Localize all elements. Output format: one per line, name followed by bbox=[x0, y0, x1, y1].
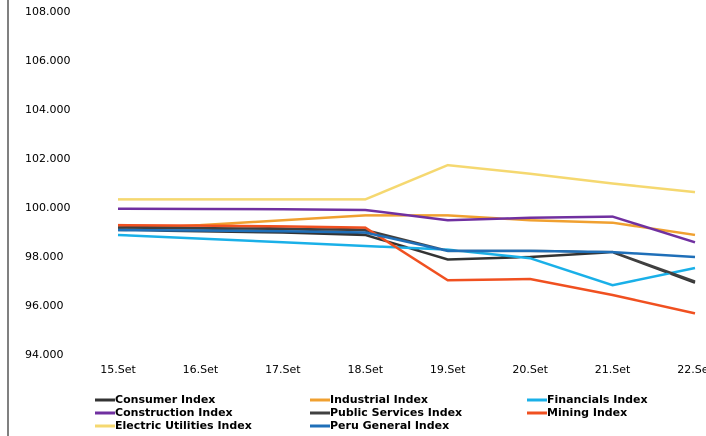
x-tick-label: 17.Set bbox=[265, 363, 301, 376]
x-tick-label: 20.Set bbox=[512, 363, 548, 376]
y-tick-label: 98.000 bbox=[25, 250, 64, 263]
legend-label: Consumer Index bbox=[115, 393, 215, 406]
y-tick-label: 108.000 bbox=[25, 5, 71, 18]
y-tick-label: 94.000 bbox=[25, 348, 64, 361]
legend-label: Construction Index bbox=[115, 406, 233, 419]
y-tick-label: 104.000 bbox=[25, 103, 71, 116]
series-line bbox=[117, 233, 696, 287]
x-tick-label: 19.Set bbox=[430, 363, 466, 376]
y-tick-label: 106.000 bbox=[25, 54, 71, 67]
series-line bbox=[117, 207, 696, 244]
y-tick-label: 100.000 bbox=[25, 201, 71, 214]
series-line bbox=[117, 228, 696, 259]
legend-label: Peru General Index bbox=[330, 419, 449, 432]
x-tick-label: 22.Set bbox=[677, 363, 706, 376]
y-tick-label: 96.000 bbox=[25, 299, 64, 312]
x-tick-label: 18.Set bbox=[348, 363, 384, 376]
y-tick-label: 102.000 bbox=[25, 152, 71, 165]
x-tick-label: 16.Set bbox=[183, 363, 219, 376]
legend-label: Financials Index bbox=[547, 393, 648, 406]
x-tick-label: 15.Set bbox=[100, 363, 136, 376]
legend-label: Electric Utilities Index bbox=[115, 419, 252, 432]
legend-label: Public Services Index bbox=[330, 406, 462, 419]
x-tick-label: 21.Set bbox=[595, 363, 631, 376]
series-line bbox=[117, 223, 696, 315]
series-line bbox=[118, 163, 696, 201]
legend-label: Industrial Index bbox=[330, 393, 428, 406]
legend-label: Mining Index bbox=[547, 406, 627, 419]
